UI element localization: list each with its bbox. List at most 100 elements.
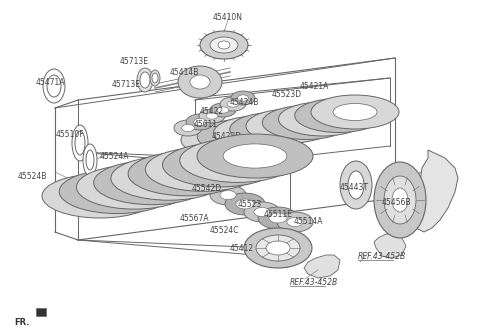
Ellipse shape xyxy=(295,98,383,133)
Ellipse shape xyxy=(230,113,318,146)
Text: 45713E: 45713E xyxy=(112,80,141,89)
Ellipse shape xyxy=(154,162,218,186)
Ellipse shape xyxy=(340,161,372,209)
Text: 45713E: 45713E xyxy=(120,57,149,66)
Text: 45410N: 45410N xyxy=(213,13,243,22)
Ellipse shape xyxy=(374,162,426,238)
Ellipse shape xyxy=(186,114,214,130)
Ellipse shape xyxy=(197,119,285,154)
Ellipse shape xyxy=(189,153,252,177)
Ellipse shape xyxy=(42,174,158,218)
Ellipse shape xyxy=(43,69,65,103)
Polygon shape xyxy=(304,255,340,278)
Ellipse shape xyxy=(150,70,160,86)
Ellipse shape xyxy=(47,75,61,97)
Ellipse shape xyxy=(94,161,210,205)
Polygon shape xyxy=(374,234,406,258)
Ellipse shape xyxy=(392,188,408,212)
Ellipse shape xyxy=(254,208,270,216)
Ellipse shape xyxy=(68,184,132,208)
Ellipse shape xyxy=(244,228,312,268)
Ellipse shape xyxy=(199,109,225,123)
Ellipse shape xyxy=(223,144,287,168)
Ellipse shape xyxy=(231,91,255,105)
Ellipse shape xyxy=(76,165,192,209)
Ellipse shape xyxy=(287,217,303,226)
Ellipse shape xyxy=(59,169,175,214)
Ellipse shape xyxy=(137,166,201,190)
Text: 45443T: 45443T xyxy=(340,183,369,192)
Text: 45542D: 45542D xyxy=(192,184,222,193)
Ellipse shape xyxy=(239,142,255,154)
Text: 45524B: 45524B xyxy=(18,172,48,181)
Ellipse shape xyxy=(140,72,150,88)
Ellipse shape xyxy=(300,111,345,128)
Ellipse shape xyxy=(206,113,218,119)
Ellipse shape xyxy=(103,175,167,199)
Text: REF.43-452B: REF.43-452B xyxy=(358,252,406,261)
Ellipse shape xyxy=(225,193,265,215)
Ellipse shape xyxy=(227,101,239,107)
Text: 45412: 45412 xyxy=(230,244,254,253)
Ellipse shape xyxy=(86,150,94,170)
Ellipse shape xyxy=(180,139,296,183)
Text: 45442F: 45442F xyxy=(228,144,257,153)
Text: 45611: 45611 xyxy=(194,120,218,129)
Ellipse shape xyxy=(262,106,350,139)
Ellipse shape xyxy=(269,213,287,223)
Ellipse shape xyxy=(220,190,236,199)
Ellipse shape xyxy=(236,124,279,141)
Text: 45523D: 45523D xyxy=(272,90,302,99)
Ellipse shape xyxy=(210,103,236,117)
Ellipse shape xyxy=(214,116,301,150)
Ellipse shape xyxy=(182,124,194,132)
Text: 45514A: 45514A xyxy=(294,217,324,226)
Ellipse shape xyxy=(246,109,334,143)
Text: FR.: FR. xyxy=(14,318,29,327)
Ellipse shape xyxy=(277,212,313,232)
Ellipse shape xyxy=(200,31,248,59)
Ellipse shape xyxy=(194,118,206,126)
Ellipse shape xyxy=(333,104,377,120)
Text: 45424B: 45424B xyxy=(230,98,259,107)
Text: 45511E: 45511E xyxy=(264,210,293,219)
Ellipse shape xyxy=(238,95,249,101)
Ellipse shape xyxy=(85,179,149,204)
Ellipse shape xyxy=(311,95,399,129)
Ellipse shape xyxy=(83,144,97,176)
Ellipse shape xyxy=(72,125,88,161)
Ellipse shape xyxy=(181,123,269,157)
Ellipse shape xyxy=(203,132,247,148)
Ellipse shape xyxy=(317,107,361,124)
Ellipse shape xyxy=(384,176,416,224)
Text: 45422: 45422 xyxy=(200,107,224,116)
Ellipse shape xyxy=(111,156,227,200)
Polygon shape xyxy=(412,150,458,232)
Ellipse shape xyxy=(163,143,278,187)
Ellipse shape xyxy=(217,107,229,113)
Ellipse shape xyxy=(242,144,252,152)
Ellipse shape xyxy=(210,185,246,205)
Text: 45423D: 45423D xyxy=(212,132,242,141)
Ellipse shape xyxy=(252,121,296,138)
Ellipse shape xyxy=(219,128,263,145)
Text: 45421A: 45421A xyxy=(300,82,329,91)
Ellipse shape xyxy=(210,37,238,53)
Ellipse shape xyxy=(244,202,280,222)
Ellipse shape xyxy=(220,97,246,111)
Text: 45523: 45523 xyxy=(238,200,262,209)
Ellipse shape xyxy=(266,241,290,255)
Text: 45471A: 45471A xyxy=(36,78,65,87)
Polygon shape xyxy=(36,308,46,316)
Text: 45524A: 45524A xyxy=(100,152,130,161)
Ellipse shape xyxy=(190,75,210,89)
Ellipse shape xyxy=(236,199,254,209)
Text: 45510F: 45510F xyxy=(56,130,84,139)
Ellipse shape xyxy=(128,152,244,196)
Ellipse shape xyxy=(256,235,300,261)
Text: 45567A: 45567A xyxy=(180,214,210,223)
Ellipse shape xyxy=(278,102,367,136)
Ellipse shape xyxy=(348,171,364,199)
Ellipse shape xyxy=(284,114,328,131)
Ellipse shape xyxy=(174,120,202,136)
